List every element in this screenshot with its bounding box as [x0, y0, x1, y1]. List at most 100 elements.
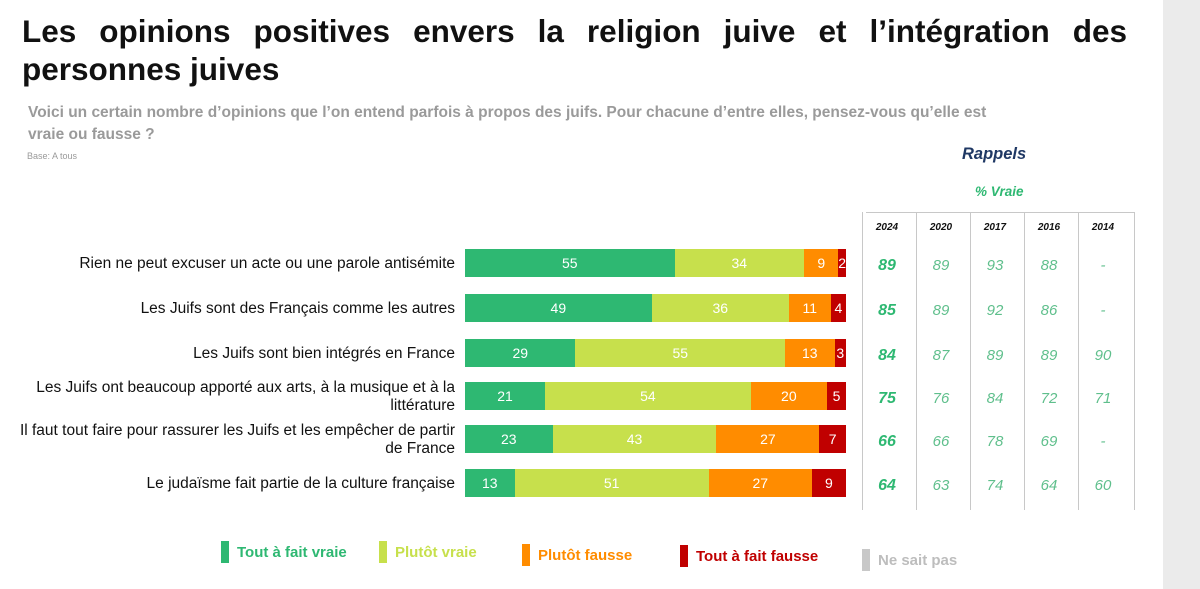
base-note: Base: A tous	[27, 151, 78, 161]
tout-a-fait-vraie-segment: 13	[465, 469, 515, 497]
chart-row: Il faut tout faire pour rassurer les Jui…	[0, 418, 1160, 461]
rappels-subheading: % Vraie	[975, 184, 1024, 199]
legend-swatch	[379, 541, 387, 563]
year-header: 2016	[1037, 222, 1061, 233]
rappel-value: 89	[932, 302, 950, 319]
rappel-value: 64	[878, 477, 896, 494]
rappel-value: 76	[932, 390, 950, 407]
tout-a-fait-vraie-segment: 23	[465, 425, 553, 453]
tout-a-fait-vraie-segment: 29	[465, 339, 576, 367]
plutot-vraie-segment: 43	[552, 425, 717, 453]
rappel-value: 60	[1094, 477, 1112, 494]
tout-a-fait-vraie-segment: 21	[465, 382, 545, 410]
tout-a-fait-fausse-segment: 7	[819, 425, 846, 453]
rappel-value: 78	[986, 433, 1004, 450]
plutot-vraie-segment: 54	[545, 382, 751, 410]
table-column-line	[1134, 212, 1135, 510]
stacked-bar: 23 43 27 7	[465, 425, 846, 453]
plutot-vraie-segment: 34	[674, 249, 805, 277]
plutot-fausse-segment: 20	[750, 382, 827, 410]
table-column-line	[1078, 212, 1079, 510]
tout-a-fait-vraie-segment: 55	[465, 249, 675, 277]
rappel-value: -	[1100, 433, 1106, 450]
year-header: 2024	[875, 222, 899, 233]
rappel-value: 84	[878, 347, 896, 364]
stacked-bar: 21 54 20 5	[465, 382, 846, 410]
plutot-vraie-segment: 55	[575, 339, 786, 367]
rappel-value: 89	[878, 257, 896, 274]
side-strip	[1163, 0, 1200, 589]
year-header: 2020	[929, 222, 953, 233]
rappel-value: 88	[1040, 257, 1058, 274]
legend-label: Plutôt fausse	[538, 546, 633, 564]
chart-row: Les Juifs ont beaucoup apporté aux arts,…	[0, 375, 1160, 418]
rappel-value: 72	[1040, 390, 1058, 407]
rappel-value: -	[1100, 257, 1106, 274]
legend-swatch	[862, 549, 870, 571]
legend-label: Tout à fait vraie	[237, 543, 347, 561]
legend-label: Plutôt vraie	[395, 543, 477, 561]
legend-label: Ne sait pas	[878, 551, 958, 569]
rappel-value: 71	[1094, 390, 1112, 407]
table-column-line	[862, 212, 863, 510]
legend-swatch	[522, 544, 530, 566]
rappel-value: 90	[1094, 347, 1112, 364]
table-column-line	[916, 212, 917, 510]
rappel-value: 66	[878, 433, 896, 450]
rappel-value: 69	[1040, 433, 1058, 450]
tout-a-fait-fausse-segment: 3	[834, 339, 846, 367]
chart-title: Les opinions positives envers la religio…	[22, 13, 1127, 87]
rappel-value: 89	[1040, 347, 1058, 364]
tout-a-fait-vraie-segment: 49	[465, 294, 652, 322]
plutot-fausse-segment: 27	[716, 425, 820, 453]
category-label: Les Juifs sont des Français comme les au…	[140, 299, 455, 317]
table-column-line	[970, 212, 971, 510]
stacked-bar: 55 34 9 2	[465, 249, 846, 277]
rappels-heading: Rappels	[962, 145, 1027, 163]
chart-subtitle: Voici un certain nombre d’opinions que l…	[28, 104, 987, 143]
tout-a-fait-fausse-segment: 5	[826, 382, 846, 410]
category-label: Les Juifs sont bien intégrés en France	[193, 344, 455, 362]
stacked-bar: 49 36 11 4	[465, 294, 846, 322]
chart-row: Le judaïsme fait partie de la culture fr…	[0, 462, 1160, 505]
legend-swatch	[680, 545, 688, 567]
plutot-fausse-segment: 13	[785, 339, 835, 367]
stacked-bar: 13 51 27 9	[465, 469, 846, 497]
chart-row: Les Juifs sont bien intégrés en France 29…	[0, 332, 1160, 375]
legend-item: Plutôt fausse	[522, 544, 632, 566]
plutot-fausse-segment: 11	[788, 294, 831, 322]
rappel-value: 75	[878, 390, 896, 407]
year-header: 2014	[1091, 222, 1115, 233]
rappel-value: 89	[986, 347, 1004, 364]
year-header: 2017	[983, 222, 1007, 233]
legend-item: Tout à fait fausse	[680, 545, 818, 567]
rappel-value: 93	[986, 257, 1004, 274]
rappel-value: 87	[932, 347, 950, 364]
stacked-bar: 29 55 13 3	[465, 339, 846, 367]
chart-row: Les Juifs sont des Français comme les au…	[0, 287, 1160, 330]
plutot-vraie-segment: 51	[514, 469, 709, 497]
tout-a-fait-fausse-segment: 2	[838, 249, 846, 277]
legend-swatch	[221, 541, 229, 563]
table-column-line	[1024, 212, 1025, 510]
chart-row: Rien ne peut excuser un acte ou une paro…	[0, 242, 1160, 285]
tout-a-fait-fausse-segment: 4	[830, 294, 846, 322]
rappel-value: 92	[986, 302, 1004, 319]
rappel-value: 66	[932, 433, 950, 450]
tout-a-fait-fausse-segment: 9	[811, 469, 846, 497]
rappel-value: 86	[1040, 302, 1058, 319]
rappel-value: 89	[932, 257, 950, 274]
plutot-fausse-segment: 9	[804, 249, 839, 277]
rappel-value: 63	[932, 477, 950, 494]
legend-item: Plutôt vraie	[379, 541, 477, 563]
plutot-fausse-segment: 27	[708, 469, 812, 497]
rappel-value: -	[1100, 302, 1106, 319]
rappel-value: 64	[1040, 477, 1058, 494]
category-label: Le judaïsme fait partie de la culture fr…	[146, 474, 455, 492]
legend-item: Ne sait pas	[862, 549, 957, 571]
rappel-value: 84	[986, 390, 1004, 407]
rappel-value: 74	[986, 477, 1004, 494]
category-label: Les Juifs ont beaucoup apporté aux arts,…	[36, 378, 455, 414]
rappel-value: 85	[878, 302, 896, 319]
legend-label: Tout à fait fausse	[696, 547, 819, 565]
